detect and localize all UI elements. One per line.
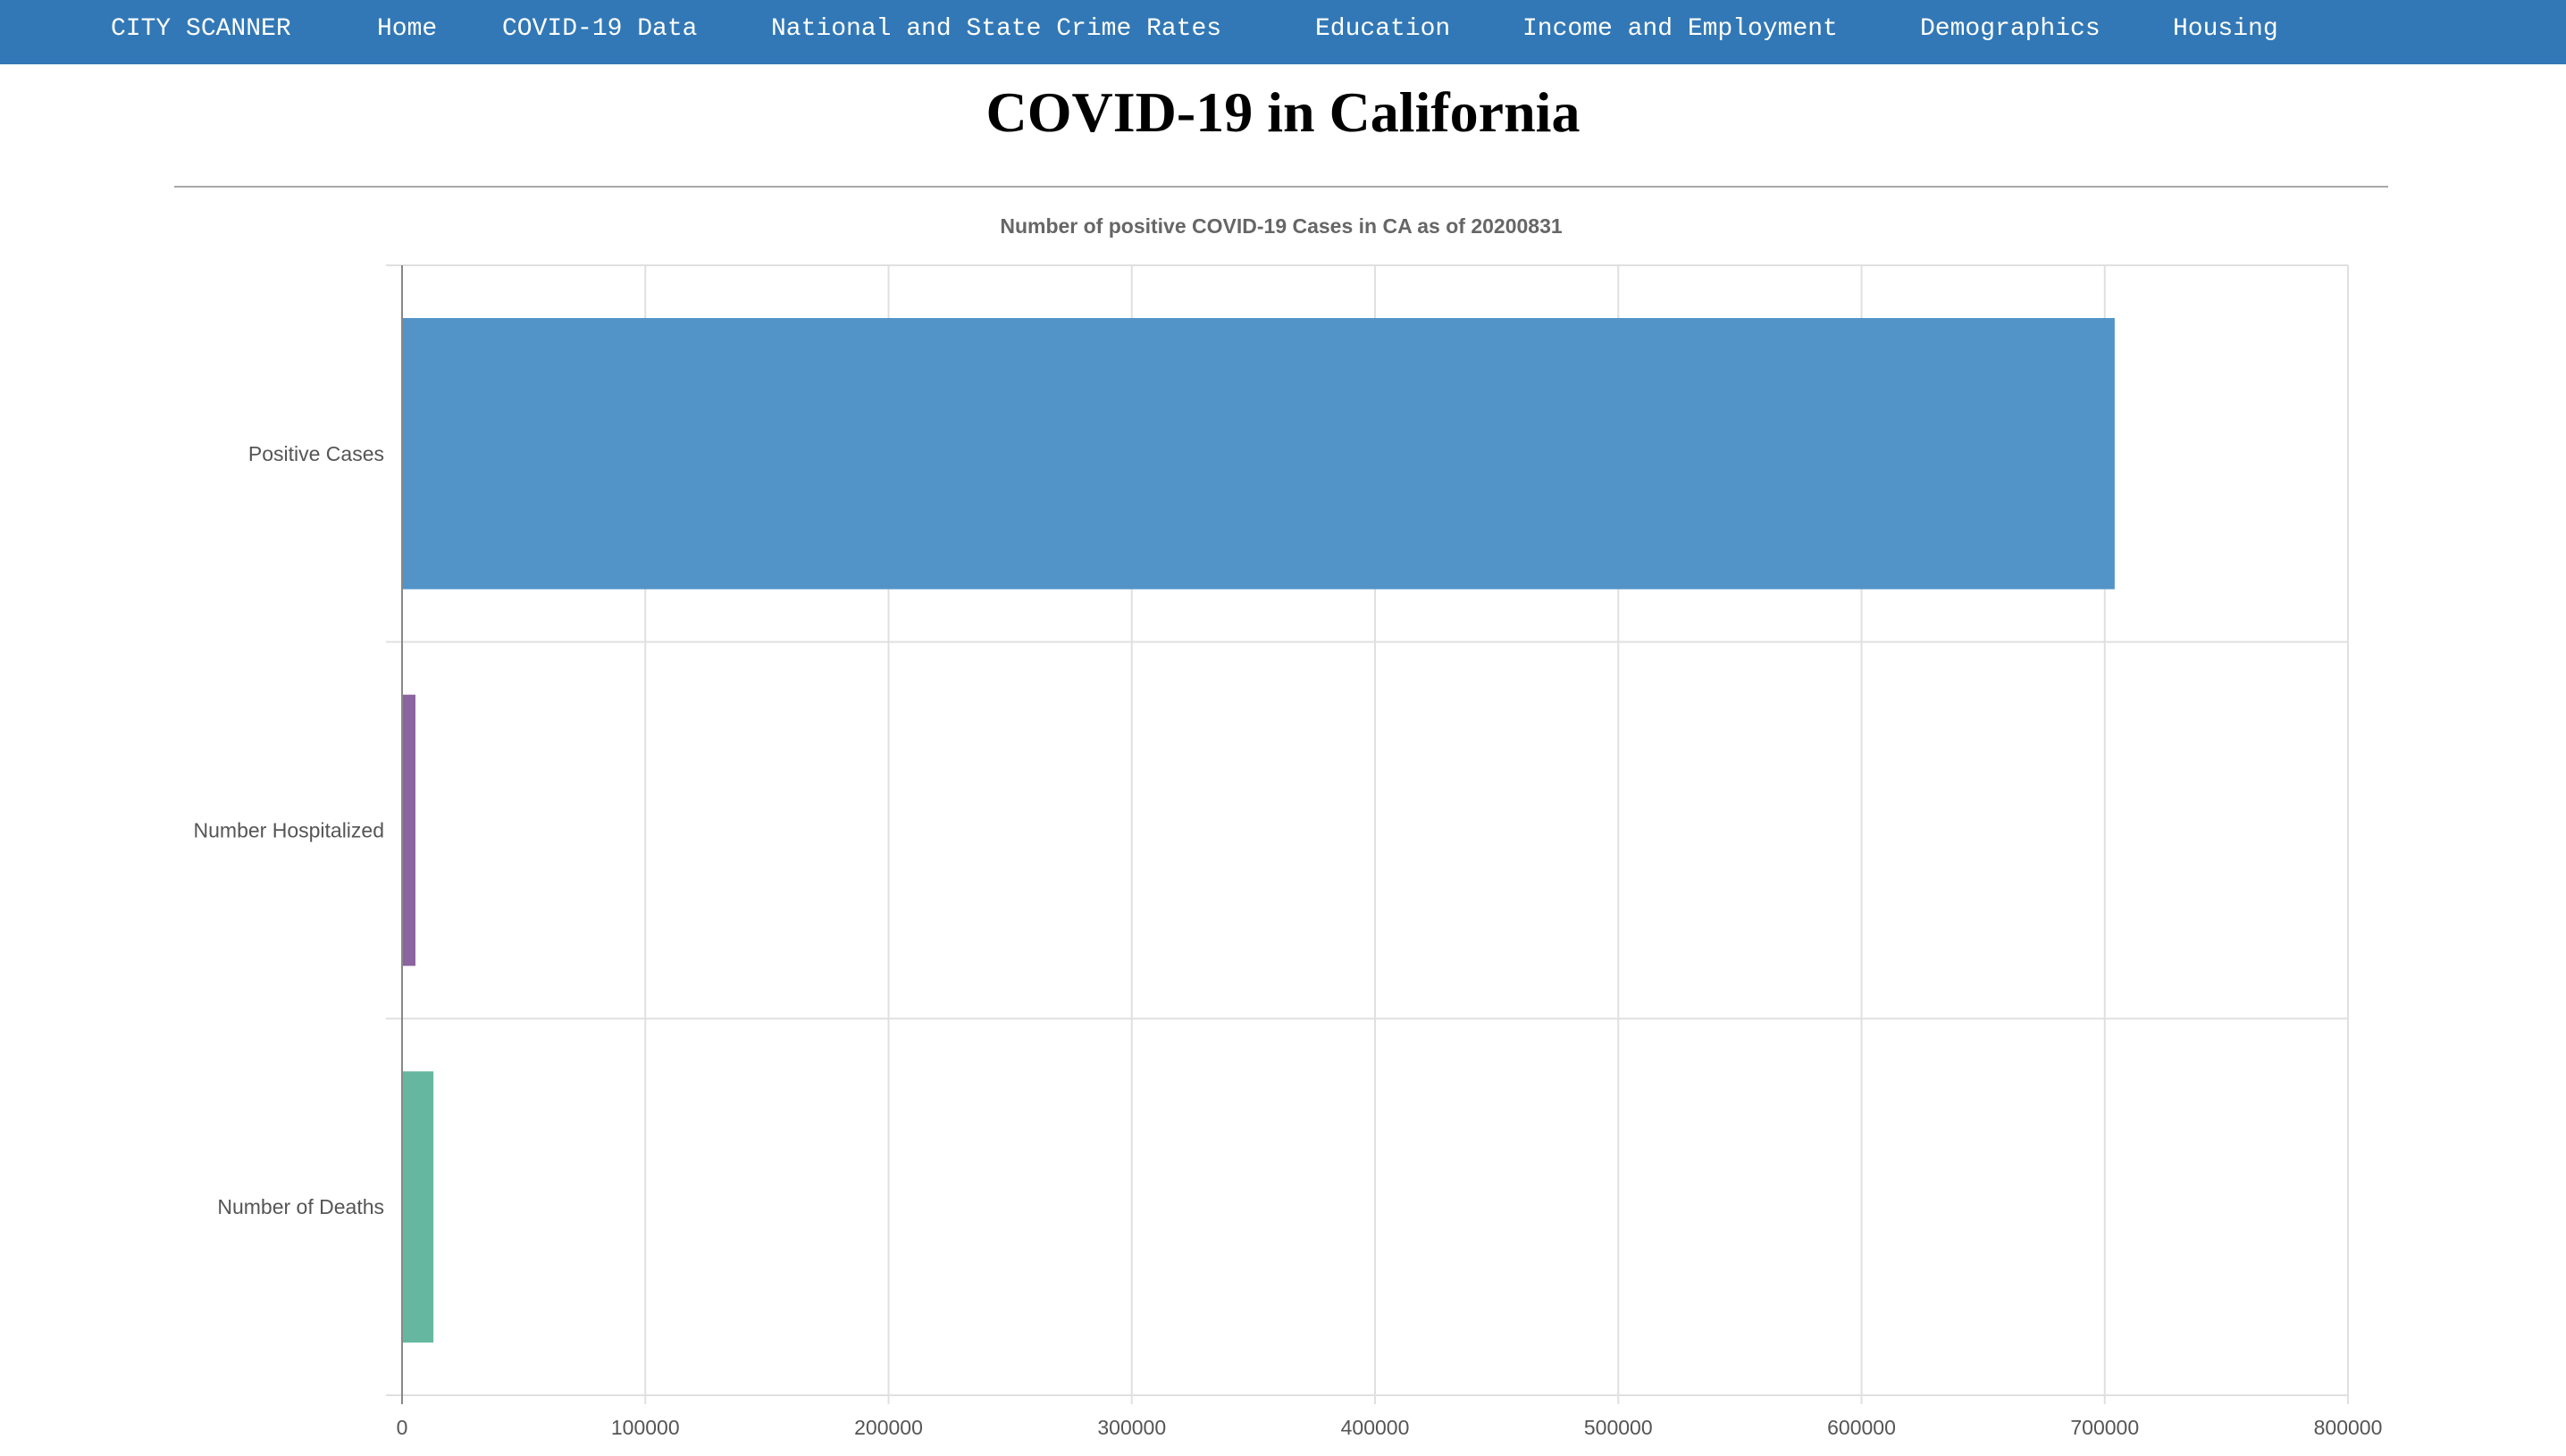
y-category-label: Positive Cases (248, 442, 384, 465)
nav-item-demographics[interactable]: Demographics (1920, 15, 2101, 43)
x-tick-label: 400000 (1341, 1416, 1410, 1439)
x-tick-label: 300000 (1097, 1416, 1166, 1439)
chart-bars (402, 318, 2115, 1343)
bar (402, 318, 2115, 590)
nav-item-home[interactable]: Home (377, 15, 438, 43)
nav-item-covid-data[interactable]: COVID-19 Data (502, 15, 698, 43)
x-tick-label: 600000 (1827, 1416, 1896, 1439)
nav-item-income-employment[interactable]: Income and Employment (1522, 15, 1838, 43)
title-divider (174, 186, 2388, 188)
y-category-label: Number Hospitalized (194, 819, 384, 842)
brand-link[interactable]: CITY SCANNER (111, 15, 291, 43)
x-tick-label: 700000 (2070, 1416, 2139, 1439)
chart-title: Number of positive COVID-19 Cases in CA … (1000, 214, 1563, 238)
nav-item-crime-rates[interactable]: National and State Crime Rates (771, 15, 1222, 43)
chart-labels: 0 100000 200000 300000 400000 500000 600000 700… (194, 442, 2383, 1439)
nav-item-housing[interactable]: Housing (2173, 15, 2278, 43)
x-tick-label: 200000 (854, 1416, 923, 1439)
x-tick-label: 0 (397, 1416, 408, 1439)
nav-item-education[interactable]: Education (1315, 15, 1451, 43)
x-tick-label: 800000 (2314, 1416, 2383, 1439)
bar (402, 694, 415, 966)
page-title: COVID-19 in California (985, 80, 1581, 144)
bar (402, 1071, 434, 1343)
covid-bar-chart: Number of positive COVID-19 Cases in CA … (194, 214, 2383, 1439)
y-category-label: Number of Deaths (217, 1195, 384, 1218)
x-tick-label: 500000 (1584, 1416, 1653, 1439)
x-tick-label: 100000 (611, 1416, 680, 1439)
top-navbar: CITY SCANNER Home COVID-19 Data National… (0, 0, 2566, 64)
